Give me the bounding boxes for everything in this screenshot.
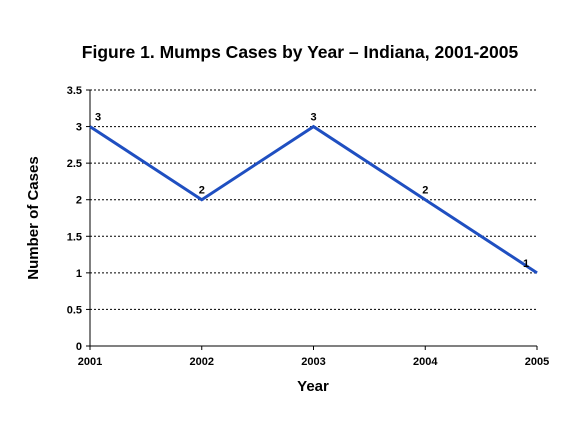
grid-lines bbox=[90, 89, 537, 310]
data-labels: 3 2 3 2 1 bbox=[95, 112, 529, 270]
y-tick-labels: 0 0.5 1 1.5 2 2.5 3 3.5 bbox=[67, 85, 82, 353]
y-tick-label-3: 1.5 bbox=[67, 231, 82, 243]
axes bbox=[86, 89, 538, 350]
data-label-4: 1 bbox=[523, 258, 529, 270]
chart-title: Figure 1. Mumps Cases by Year – Indiana,… bbox=[82, 42, 519, 62]
data-label-2: 3 bbox=[310, 112, 316, 124]
y-tick-label-7: 3.5 bbox=[67, 85, 82, 97]
y-axis-label: Number of Cases bbox=[25, 156, 42, 279]
y-tick-label-4: 2 bbox=[76, 195, 82, 207]
x-tick-label-1: 2002 bbox=[190, 356, 214, 368]
y-tick-label-5: 2.5 bbox=[67, 158, 82, 170]
x-tick-label-0: 2001 bbox=[78, 356, 102, 368]
y-tick-label-2: 1 bbox=[76, 268, 82, 280]
x-tick-label-2: 2003 bbox=[301, 356, 325, 368]
y-tick-label-0: 0 bbox=[76, 341, 82, 353]
series-line-0 bbox=[89, 124, 538, 275]
data-label-3: 2 bbox=[422, 185, 428, 197]
x-tick-label-3: 2004 bbox=[413, 356, 438, 368]
series-layer bbox=[89, 124, 538, 275]
x-tick-label-4: 2005 bbox=[525, 356, 549, 368]
x-tick-labels: 2001 2002 2003 2004 2005 bbox=[78, 356, 549, 368]
y-tick-label-1: 0.5 bbox=[67, 304, 82, 316]
data-label-1: 2 bbox=[199, 185, 205, 197]
data-label-0: 3 bbox=[95, 112, 101, 124]
y-tick-label-6: 3 bbox=[76, 122, 82, 134]
x-axis-label: Year bbox=[297, 378, 329, 395]
